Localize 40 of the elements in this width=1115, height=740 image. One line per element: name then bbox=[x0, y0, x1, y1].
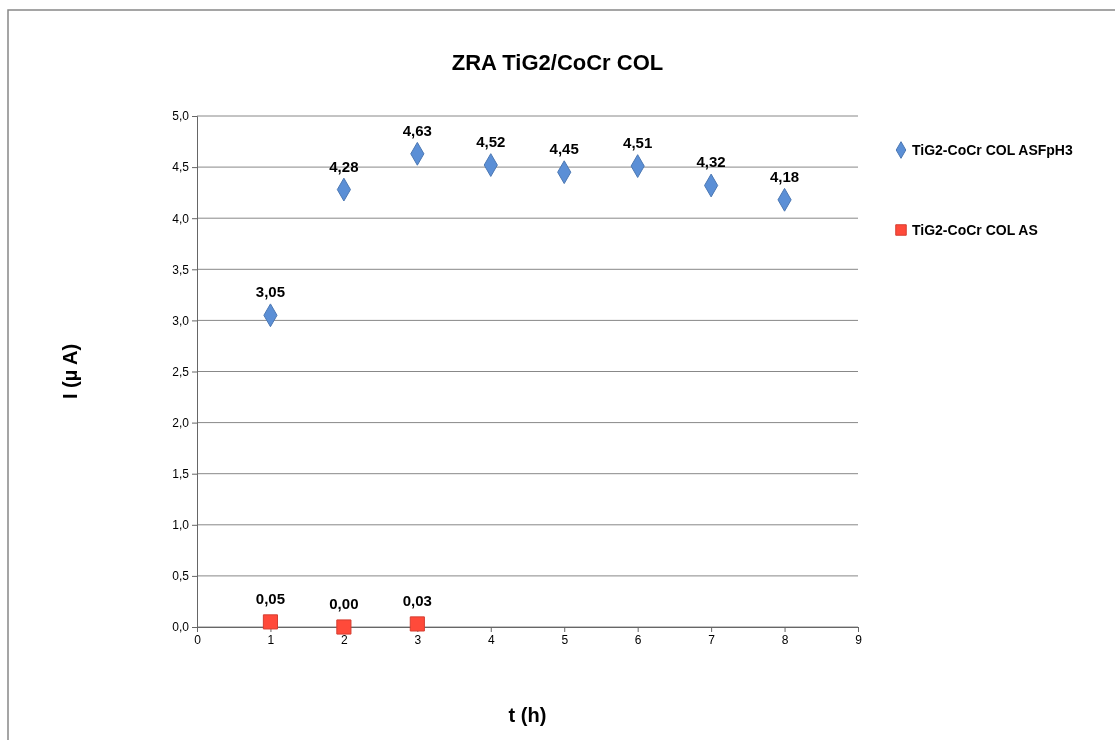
data-label: 4,18 bbox=[769, 167, 800, 185]
y-tick-label: 4,5 bbox=[172, 160, 190, 175]
legend-label: TiG2-CoCr COL ASFpH3 bbox=[912, 142, 1073, 158]
y-tick-label: 1,5 bbox=[172, 467, 190, 482]
data-label: 4,45 bbox=[549, 140, 579, 158]
point bbox=[262, 614, 279, 630]
x-tick-label: 3 bbox=[414, 632, 422, 647]
data-label: 0,03 bbox=[402, 591, 432, 609]
y-tick-label: 1,0 bbox=[172, 518, 190, 533]
data-label: 0,00 bbox=[329, 595, 359, 612]
point bbox=[336, 619, 352, 635]
point bbox=[409, 616, 425, 632]
y-tick-label: 3,5 bbox=[172, 262, 190, 277]
data-label: 0,05 bbox=[255, 589, 286, 607]
x-tick-label: 2 bbox=[341, 632, 349, 647]
data-label: 4,52 bbox=[476, 133, 506, 151]
data-label: 4,63 bbox=[402, 121, 432, 139]
x-axis-title: t (h) bbox=[508, 704, 547, 726]
y-tick-label: 2,5 bbox=[172, 364, 190, 379]
x-tick-label: 7 bbox=[708, 632, 716, 647]
x-tick-label: 9 bbox=[855, 632, 863, 647]
y-tick-label: 5,0 bbox=[172, 109, 190, 124]
y-tick-label: 0,5 bbox=[172, 569, 190, 584]
data-label: 4,51 bbox=[623, 134, 653, 152]
y-tick-label: 2,0 bbox=[172, 415, 190, 430]
chart-title: ZRA TiG2/CoCr COL bbox=[451, 50, 664, 75]
x-tick-label: 4 bbox=[487, 632, 495, 647]
data-label: 3,05 bbox=[255, 283, 286, 301]
x-tick-label: 8 bbox=[781, 632, 789, 647]
x-tick-label: 1 bbox=[267, 632, 275, 647]
data-label: 4,28 bbox=[329, 157, 359, 175]
y-axis-title: I (µ A) bbox=[59, 343, 81, 400]
x-tick-label: 6 bbox=[634, 632, 642, 647]
y-tick-label: 0,0 bbox=[172, 620, 190, 635]
x-tick-label: 0 bbox=[194, 632, 202, 647]
x-tick-label: 5 bbox=[561, 632, 569, 647]
y-tick-label: 4,0 bbox=[172, 211, 190, 226]
data-label: 4,32 bbox=[696, 153, 726, 171]
y-tick-label: 3,0 bbox=[172, 313, 190, 328]
legend-label: TiG2-CoCr COL AS bbox=[912, 222, 1038, 238]
